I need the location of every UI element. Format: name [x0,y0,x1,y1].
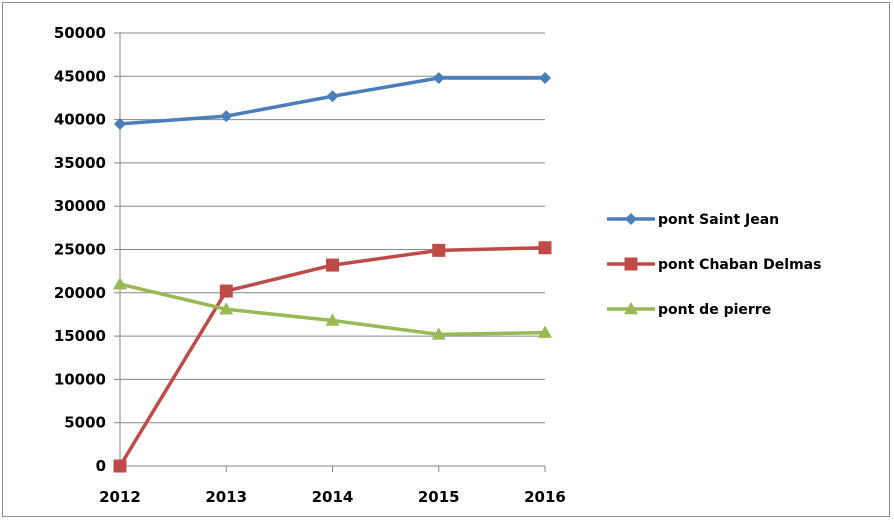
legend-label: pont Saint Jean [658,212,779,228]
legend-item: pont Saint Jean [607,212,779,228]
legend-marker [624,302,638,315]
x-tick-label: 2016 [524,488,566,506]
legend: pont Saint Jean pont Chaban Delmas pont de… [607,212,821,318]
data-point [432,72,445,85]
y-tick-label: 35000 [54,154,106,172]
data-point [325,313,340,326]
legend-item: pont Chaban Delmas [607,257,821,273]
data-point [113,459,127,473]
series-pont-de-pierre [113,277,552,340]
y-tick-label: 50000 [54,24,106,42]
x-tick-label: 2012 [99,488,141,506]
series [113,72,552,473]
y-tick-label: 25000 [54,241,106,259]
series-pont-saint-jean [114,72,551,130]
x-tick-labels: 2012 2013 2014 2015 2016 [99,488,566,506]
data-point [219,284,233,298]
legend-item: pont de pierre [607,302,771,318]
series-line [118,246,546,467]
data-point [431,327,446,340]
y-tick-label: 5000 [64,414,106,432]
series-line [119,282,546,337]
data-point [220,110,233,123]
y-tick-labels: 0 5000 10000 15000 20000 25000 30000 35000 40000… [54,24,106,475]
axes [114,32,546,472]
data-point [114,117,126,130]
data-point [538,325,552,338]
data-point [326,258,339,272]
y-tick-label: 15000 [54,327,106,345]
y-tick-label: 0 [96,457,106,475]
y-tick-label: 30000 [54,197,106,215]
y-tick-label: 20000 [54,284,106,302]
x-tick-label: 2015 [418,488,460,506]
series-pont-chaban-delmas [113,241,552,473]
gridlines [120,32,545,424]
legend-marker [625,213,637,225]
data-point [538,241,552,255]
legend-marker [624,257,638,271]
data-point [219,302,234,315]
legend-label: pont de pierre [658,302,771,318]
x-tick-label: 2014 [312,488,354,506]
y-tick-label: 40000 [54,111,106,129]
legend-label: pont Chaban Delmas [658,257,821,273]
data-point [326,90,339,103]
y-tick-label: 10000 [54,370,106,388]
data-point [539,72,551,85]
x-tick-label: 2013 [205,488,247,506]
data-point [113,277,127,290]
y-tick-label: 45000 [54,67,106,85]
data-point [432,243,446,257]
